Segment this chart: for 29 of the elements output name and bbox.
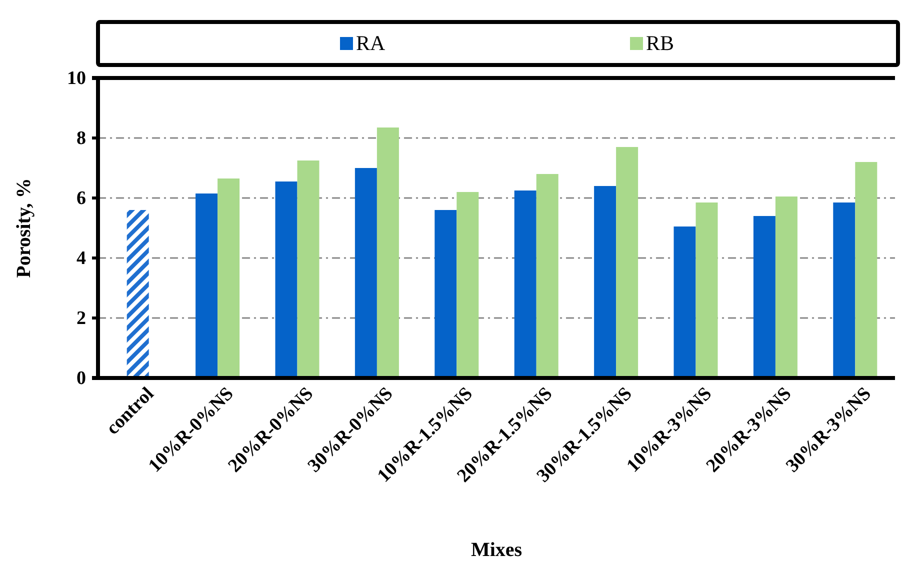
y-tick-label: 2 xyxy=(76,308,86,330)
bar xyxy=(456,192,479,378)
bar xyxy=(434,210,457,378)
bar xyxy=(275,182,298,378)
y-tick-label: 4 xyxy=(76,248,86,270)
bar xyxy=(196,194,218,378)
bar xyxy=(753,216,776,378)
legend-label: RA xyxy=(356,31,386,55)
bar xyxy=(616,147,638,378)
bar xyxy=(855,162,878,378)
bar xyxy=(594,186,616,378)
x-axis-title: Mixes xyxy=(470,539,522,561)
bar xyxy=(297,160,320,378)
legend-label: RB xyxy=(646,31,674,55)
y-tick-label: 8 xyxy=(76,128,86,150)
bar xyxy=(833,202,856,378)
bar xyxy=(696,202,718,378)
bar xyxy=(218,178,240,378)
y-tick-label: 10 xyxy=(67,68,86,90)
bar xyxy=(674,226,696,378)
y-axis-title: Porosity, % xyxy=(13,178,35,278)
bar xyxy=(514,190,536,378)
bar xyxy=(126,210,149,378)
bar xyxy=(354,168,377,378)
bar xyxy=(775,196,798,378)
y-tick-label: 6 xyxy=(76,188,86,210)
bar xyxy=(536,174,558,378)
bar xyxy=(376,128,399,378)
y-tick-label: 0 xyxy=(76,368,86,390)
